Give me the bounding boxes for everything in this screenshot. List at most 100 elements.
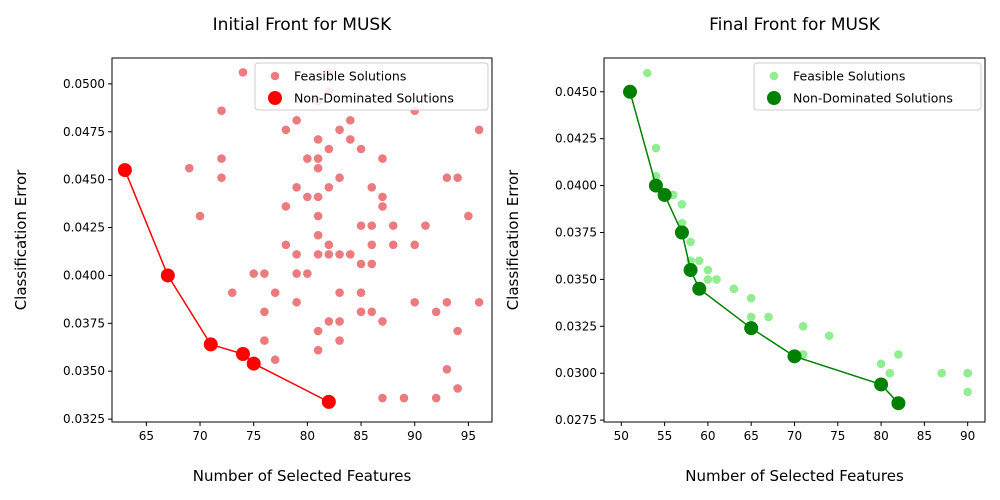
feasible-point bbox=[367, 307, 377, 317]
feasible-point bbox=[313, 135, 323, 144]
feasible-point bbox=[431, 307, 441, 317]
feasible-point bbox=[677, 200, 687, 209]
feasible-point bbox=[824, 331, 834, 340]
legend-marker-non-dominated bbox=[767, 91, 781, 105]
feasible-point bbox=[217, 106, 226, 115]
feasible-point bbox=[335, 125, 344, 135]
y-tick-label: 0.0450 bbox=[555, 85, 597, 99]
plot-area bbox=[117, 68, 484, 409]
non-dominated-point bbox=[321, 394, 336, 409]
legend-label-feasible: Feasible Solutions bbox=[793, 69, 905, 84]
feasible-point bbox=[894, 350, 903, 359]
feasible-point bbox=[694, 256, 704, 265]
feasible-point bbox=[876, 359, 886, 369]
feasible-point bbox=[335, 317, 344, 326]
feasible-point bbox=[238, 68, 248, 77]
feasible-point bbox=[421, 221, 430, 230]
feasible-point bbox=[677, 218, 687, 228]
legend: Feasible Solutions Non-Dominated Solution… bbox=[254, 62, 489, 111]
feasible-point bbox=[313, 192, 323, 202]
y-tick-label: 0.0350 bbox=[63, 364, 105, 378]
y-axis-label: Classification Error bbox=[504, 169, 522, 310]
pareto-front-line bbox=[629, 91, 899, 404]
feasible-point bbox=[474, 125, 484, 135]
chart-final-front: Final Front for MUSK 50 55 60 65 70 75 80 85 90 0.… bbox=[504, 15, 986, 485]
x-tick-label: 80 bbox=[873, 429, 888, 443]
feasible-point bbox=[431, 393, 441, 403]
feasible-point bbox=[335, 173, 344, 183]
feasible-point bbox=[729, 284, 739, 294]
y-tick-label: 0.0275 bbox=[555, 413, 597, 427]
feasible-point bbox=[378, 393, 387, 403]
feasible-point bbox=[388, 240, 398, 250]
feasible-point bbox=[227, 288, 237, 297]
feasible-point bbox=[292, 297, 301, 307]
x-tick-label: 65 bbox=[139, 429, 154, 443]
y-tick-label: 0.0350 bbox=[555, 272, 597, 286]
feasible-point bbox=[651, 143, 661, 153]
feasible-point bbox=[260, 307, 269, 317]
feasible-point bbox=[367, 240, 377, 250]
feasible-point bbox=[313, 154, 323, 163]
x-tick-label: 70 bbox=[787, 429, 802, 443]
feasible-point bbox=[399, 393, 409, 403]
feasible-point bbox=[324, 317, 334, 326]
feasible-point bbox=[474, 297, 484, 307]
series-feasible bbox=[642, 68, 972, 397]
x-tick-label: 55 bbox=[657, 429, 672, 443]
feasible-point bbox=[367, 259, 377, 269]
feasible-point bbox=[184, 163, 194, 173]
feasible-point bbox=[335, 250, 344, 259]
y-tick-label: 0.0400 bbox=[63, 268, 105, 282]
feasible-point bbox=[335, 336, 344, 345]
non-dominated-point bbox=[117, 163, 132, 178]
feasible-point bbox=[335, 288, 344, 297]
x-axis-label: Number of Selected Features bbox=[685, 467, 904, 485]
feasible-point bbox=[260, 336, 269, 345]
chart-initial-front: Initial Front for MUSK 65 70 75 80 85 90 95 0.03… bbox=[12, 15, 493, 485]
feasible-point bbox=[292, 250, 301, 259]
feasible-point bbox=[937, 368, 947, 378]
feasible-point bbox=[346, 115, 355, 125]
feasible-point bbox=[378, 202, 387, 211]
feasible-point bbox=[885, 368, 895, 378]
feasible-point bbox=[324, 250, 334, 259]
feasible-point bbox=[346, 250, 355, 259]
y-tick-label: 0.0425 bbox=[555, 132, 597, 146]
feasible-point bbox=[281, 240, 291, 250]
y-tick-label: 0.0400 bbox=[555, 179, 597, 193]
feasible-point bbox=[292, 183, 301, 192]
feasible-point bbox=[249, 269, 258, 278]
x-axis-label: Number of Selected Features bbox=[193, 467, 412, 485]
plot-area bbox=[622, 68, 972, 411]
feasible-point bbox=[303, 192, 312, 202]
feasible-point bbox=[217, 173, 226, 183]
non-dominated-point bbox=[674, 225, 689, 240]
feasible-point bbox=[281, 125, 291, 135]
feasible-point bbox=[281, 202, 291, 211]
x-tick-label: 85 bbox=[353, 429, 368, 443]
pareto-front-line bbox=[124, 169, 330, 403]
feasible-point bbox=[410, 240, 420, 250]
legend-label-non-dominated: Non-Dominated Solutions bbox=[793, 91, 953, 106]
plot-frame bbox=[603, 57, 986, 423]
feasible-point bbox=[963, 368, 972, 378]
feasible-point bbox=[195, 211, 205, 221]
feasible-point bbox=[346, 135, 355, 144]
chart-title: Initial Front for MUSK bbox=[213, 15, 393, 35]
feasible-point bbox=[367, 221, 377, 230]
feasible-point bbox=[313, 211, 323, 221]
feasible-point bbox=[313, 326, 323, 336]
legend-marker-feasible bbox=[769, 71, 779, 81]
non-dominated-point bbox=[683, 263, 698, 278]
feasible-point bbox=[313, 250, 323, 259]
chart-title: Final Front for MUSK bbox=[709, 15, 881, 35]
y-tick-label: 0.0375 bbox=[555, 225, 597, 239]
feasible-point bbox=[324, 183, 334, 192]
non-dominated-point bbox=[874, 377, 889, 392]
non-dominated-point bbox=[203, 337, 218, 352]
series-non-dominated bbox=[117, 163, 336, 409]
feasible-point bbox=[303, 154, 312, 163]
feasible-point bbox=[642, 68, 652, 78]
